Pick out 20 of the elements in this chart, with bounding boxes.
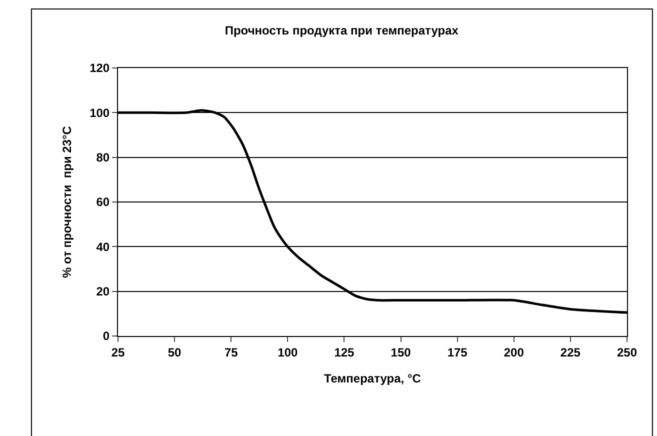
x-tick-label: 150 — [390, 345, 412, 360]
x-tick-label: 200 — [504, 345, 524, 360]
y-tick-label: 0 — [102, 329, 110, 344]
x-tick-label: 75 — [224, 345, 238, 360]
y-tick-label: 60 — [96, 195, 110, 210]
x-tick-label: 125 — [334, 345, 355, 360]
x-tick-label: 50 — [168, 345, 182, 360]
y-tick-label: 120 — [90, 61, 110, 76]
y-axis-title: % от прочности при 23°C — [60, 126, 74, 278]
x-tick-label: 250 — [616, 345, 638, 360]
x-axis-title: Температура, °C — [324, 371, 422, 386]
y-tick-label: 80 — [96, 150, 110, 165]
y-tick-label: 20 — [96, 284, 110, 299]
x-tick-label: 100 — [278, 345, 298, 360]
x-tick-label: 25 — [111, 345, 125, 360]
y-tick-label: 40 — [96, 240, 110, 254]
y-tick-label: 100 — [90, 106, 110, 120]
x-tick-label: 175 — [447, 345, 468, 360]
chart-title: Прочность продукта при температурах — [224, 24, 459, 38]
x-tick-label: 225 — [560, 345, 581, 360]
